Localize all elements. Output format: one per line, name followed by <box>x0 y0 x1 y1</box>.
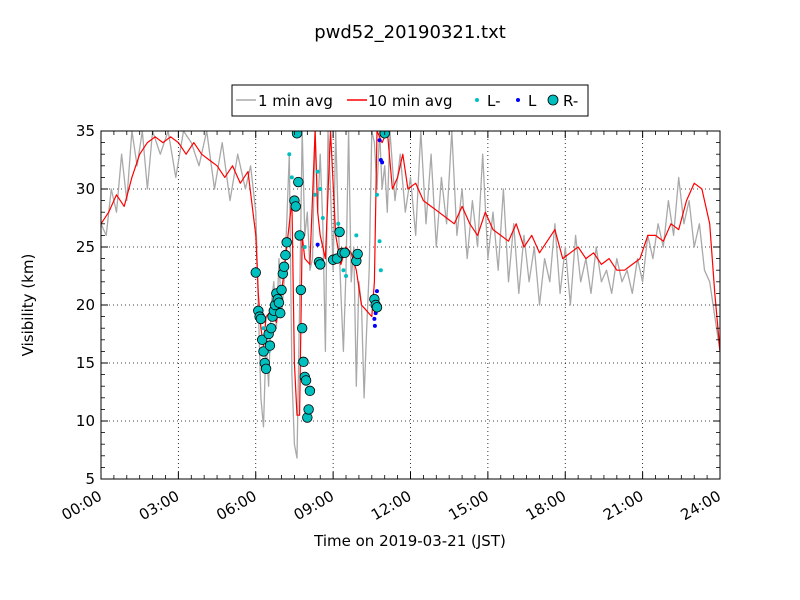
series-l-minus-point <box>336 221 341 226</box>
y-tick-label: 10 <box>76 412 95 430</box>
y-tick-label: 5 <box>85 470 95 488</box>
series-r-minus-point <box>273 297 285 308</box>
chart-title: pwd52_20190321.txt <box>314 22 506 43</box>
x-tick-label: 03:00 <box>136 487 182 524</box>
series-l-point <box>374 289 379 294</box>
x-axis-label: Time on 2019-03-21 (JST) <box>313 532 506 550</box>
legend: 1 min avg 10 min avg L- L R- <box>231 84 589 117</box>
series-r-minus-point <box>371 302 383 313</box>
series-r-minus-point <box>294 230 305 241</box>
x-tick-label: 24:00 <box>678 487 724 524</box>
legend-label-r-minus: R- <box>563 92 578 110</box>
legend-swatch-l <box>516 98 520 102</box>
x-tick-label: 06:00 <box>213 487 259 524</box>
legend-label-10min: 10 min avg <box>368 92 453 110</box>
series-r-minus-point <box>291 131 303 139</box>
series-r-minus-point <box>264 340 276 351</box>
y-tick-label: 20 <box>76 296 95 314</box>
plot-clip <box>101 131 720 459</box>
legend-frame <box>231 84 589 117</box>
series-l-point <box>380 160 385 165</box>
series-r-minus-point <box>296 323 308 334</box>
series-r-minus-point <box>256 334 268 346</box>
y-tick-label: 15 <box>76 354 95 372</box>
series-r-minus-point <box>300 375 312 386</box>
x-tick-label: 00:00 <box>59 487 105 524</box>
series-layer <box>101 131 720 459</box>
x-tick-label: 09:00 <box>291 487 337 524</box>
series-r-minus-point <box>280 249 291 261</box>
series-l-minus-point <box>341 268 346 273</box>
legend-swatch-l-minus <box>475 98 479 102</box>
series-r-minus-point <box>315 259 326 270</box>
series-l-minus-point <box>313 192 318 197</box>
series-r-minus-point <box>278 261 290 272</box>
series-l-minus-point <box>315 169 320 174</box>
series-r-minus-point <box>255 313 267 325</box>
series-l-point <box>377 138 382 143</box>
x-tick-label: 12:00 <box>368 487 414 524</box>
y-tick-label: 25 <box>76 238 95 256</box>
series-r-minus-point <box>250 267 261 278</box>
series-r-minus-point <box>276 284 287 296</box>
series-l-minus-point <box>289 175 294 180</box>
x-tick-label: 15:00 <box>445 487 491 524</box>
y-tick-label: 35 <box>76 122 95 140</box>
series-l-minus-point <box>261 326 266 331</box>
legend-label-l: L <box>528 92 537 110</box>
series-r-minus-point <box>339 247 350 259</box>
series-l-point <box>315 242 320 247</box>
series-l-minus-point <box>378 268 383 273</box>
x-tick-label: 21:00 <box>600 487 646 524</box>
legend-label-l-minus: L- <box>487 92 501 110</box>
series-l-point <box>372 316 377 321</box>
series-r-minus-point <box>281 237 292 248</box>
series-l-minus-point <box>302 245 307 249</box>
series-l-minus-point <box>377 239 382 244</box>
series-l-minus-point <box>320 216 325 220</box>
plot-area <box>101 131 720 479</box>
series-r-minus-point <box>303 404 314 415</box>
series-r-minus-point <box>304 385 316 397</box>
legend-label-1min: 1 min avg <box>258 92 333 110</box>
legend-swatch-r-minus <box>547 94 559 106</box>
x-tick-label: 18:00 <box>523 487 569 524</box>
series-l-minus-point <box>318 187 323 191</box>
series-r-minus-point <box>290 201 301 212</box>
series-r-minus-point <box>293 176 304 188</box>
y-axis-label: Visibility (km) <box>19 254 37 357</box>
series-r-minus-point <box>352 248 363 260</box>
series-r-minus-point <box>334 226 345 238</box>
series-r-minus-point <box>266 323 277 334</box>
series-l-minus-point <box>344 274 349 278</box>
series-r-minus-point <box>295 284 307 296</box>
series-r-minus-point <box>258 346 269 357</box>
series-r-minus-point <box>260 363 272 375</box>
series-l-minus-point <box>374 192 379 197</box>
series-l-minus-point <box>287 152 292 157</box>
series-r-minus-point <box>298 356 309 368</box>
series-1min-avg-line <box>101 131 720 459</box>
series-l-minus-point <box>354 233 359 238</box>
series-r-minus-point <box>275 307 286 319</box>
series-l-point <box>372 323 377 328</box>
y-tick-label: 30 <box>76 180 95 198</box>
